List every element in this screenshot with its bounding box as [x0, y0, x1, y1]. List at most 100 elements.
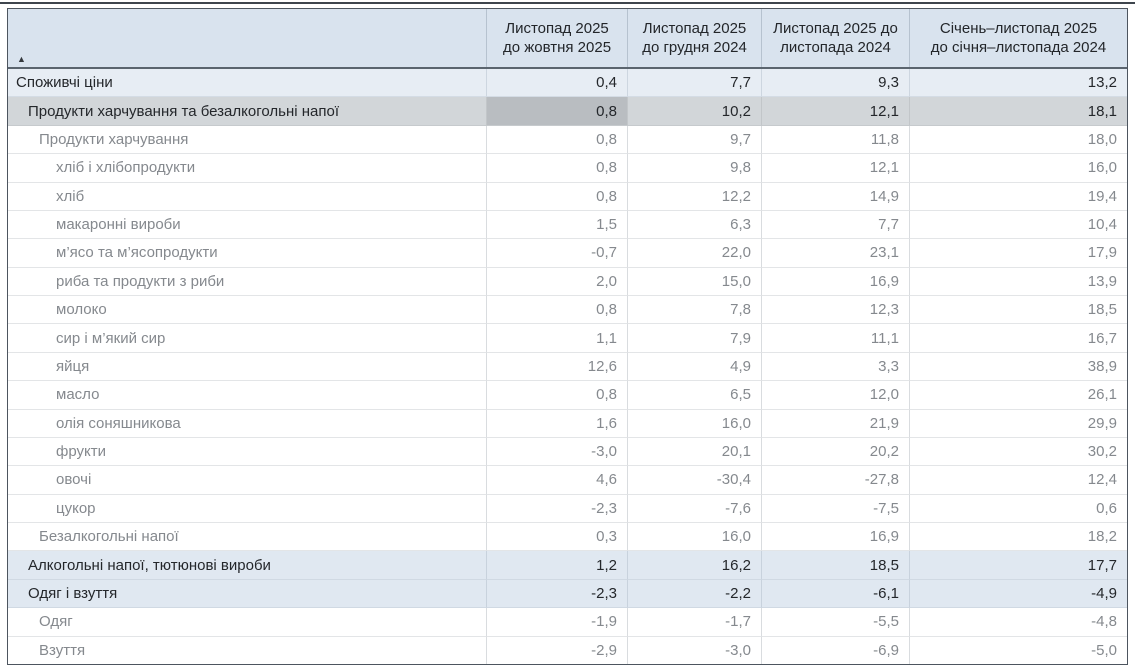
value-cell[interactable]: 10,4 — [910, 210, 1127, 240]
value-cell[interactable]: 7,7 — [762, 210, 910, 240]
value-cell[interactable]: 3,3 — [762, 352, 910, 382]
header-cell-period-to-period[interactable]: Січень–листопад 2025 до січня–листопада … — [910, 9, 1127, 67]
value-cell[interactable]: 26,1 — [910, 381, 1127, 410]
row-label-cell[interactable]: Споживчі ціни — [8, 69, 487, 98]
value-cell[interactable]: 18,5 — [910, 296, 1127, 325]
value-cell[interactable]: -2,3 — [487, 579, 628, 609]
row-label-cell[interactable]: м’ясо та м’ясопродукти — [8, 239, 487, 268]
value-cell[interactable]: 12,6 — [487, 352, 628, 382]
row-label-cell[interactable]: Продукти харчування — [8, 125, 487, 155]
value-cell[interactable]: 0,8 — [487, 125, 628, 155]
value-cell[interactable]: 1,2 — [487, 551, 628, 580]
value-cell[interactable]: 12,4 — [910, 466, 1127, 495]
value-cell[interactable]: -2,3 — [487, 494, 628, 523]
value-cell[interactable]: -1,9 — [487, 608, 628, 637]
row-label-cell[interactable]: риба та продукти з риби — [8, 267, 487, 296]
value-cell[interactable]: -0,7 — [487, 239, 628, 268]
value-cell[interactable]: 9,7 — [628, 125, 762, 155]
row-label-cell[interactable]: фрукти — [8, 437, 487, 467]
row-label-cell[interactable]: Взуття — [8, 636, 487, 664]
value-cell[interactable]: 0,4 — [487, 69, 628, 98]
value-cell[interactable]: 23,1 — [762, 239, 910, 268]
row-label-cell[interactable]: Алкогольні напої, тютюнові вироби — [8, 551, 487, 580]
value-cell[interactable]: 4,6 — [487, 466, 628, 495]
value-cell[interactable]: 18,1 — [910, 97, 1127, 126]
value-cell[interactable]: 18,0 — [910, 125, 1127, 155]
row-label-cell[interactable]: сир і м’який сир — [8, 324, 487, 353]
value-cell[interactable]: 13,9 — [910, 267, 1127, 296]
row-label-cell[interactable]: хліб і хлібопродукти — [8, 154, 487, 183]
value-cell[interactable]: 12,1 — [762, 154, 910, 183]
value-cell[interactable]: 38,9 — [910, 352, 1127, 382]
value-cell[interactable]: 12,3 — [762, 296, 910, 325]
row-label-cell[interactable]: цукор — [8, 494, 487, 523]
row-label-cell[interactable]: масло — [8, 381, 487, 410]
value-cell[interactable]: 17,7 — [910, 551, 1127, 580]
row-label-cell[interactable]: хліб — [8, 182, 487, 211]
value-cell[interactable]: 12,0 — [762, 381, 910, 410]
value-cell[interactable]: 12,2 — [628, 182, 762, 211]
value-cell[interactable]: 0,6 — [910, 494, 1127, 523]
value-cell[interactable]: -7,5 — [762, 494, 910, 523]
row-label-cell[interactable]: Безалкогольні напої — [8, 523, 487, 552]
value-cell[interactable]: 11,1 — [762, 324, 910, 353]
value-cell[interactable]: 16,7 — [910, 324, 1127, 353]
value-cell[interactable]: 29,9 — [910, 409, 1127, 438]
sort-ascending-icon[interactable]: ▲ — [17, 54, 26, 64]
value-cell[interactable]: 14,9 — [762, 182, 910, 211]
value-cell[interactable]: 9,3 — [762, 69, 910, 98]
value-cell[interactable]: 9,8 — [628, 154, 762, 183]
value-cell[interactable]: 11,8 — [762, 125, 910, 155]
row-label-cell[interactable]: молоко — [8, 296, 487, 325]
value-cell[interactable]: 20,1 — [628, 437, 762, 467]
value-cell[interactable]: -2,9 — [487, 636, 628, 664]
value-cell[interactable]: 16,0 — [910, 154, 1127, 183]
value-cell[interactable]: 10,2 — [628, 97, 762, 126]
value-cell[interactable]: -5,0 — [910, 636, 1127, 664]
header-cell-month-to-dec[interactable]: Листопад 2025 до грудня 2024 — [628, 9, 762, 67]
value-cell[interactable]: -4,8 — [910, 608, 1127, 637]
value-cell[interactable]: 7,7 — [628, 69, 762, 98]
value-cell[interactable]: -2,2 — [628, 579, 762, 609]
value-cell[interactable]: 21,9 — [762, 409, 910, 438]
value-cell[interactable]: -3,0 — [487, 437, 628, 467]
value-cell[interactable]: 0,8 — [487, 154, 628, 183]
value-cell[interactable]: -1,7 — [628, 608, 762, 637]
row-label-cell[interactable]: яйця — [8, 352, 487, 382]
value-cell[interactable]: 0,8 — [487, 97, 628, 126]
row-label-cell[interactable]: овочі — [8, 466, 487, 495]
value-cell[interactable]: -7,6 — [628, 494, 762, 523]
value-cell[interactable]: 22,0 — [628, 239, 762, 268]
value-cell[interactable]: 2,0 — [487, 267, 628, 296]
value-cell[interactable]: 1,6 — [487, 409, 628, 438]
value-cell[interactable]: 12,1 — [762, 97, 910, 126]
value-cell[interactable]: 20,2 — [762, 437, 910, 467]
value-cell[interactable]: 13,2 — [910, 69, 1127, 98]
header-cell-indicator[interactable]: ▲ — [8, 9, 487, 67]
value-cell[interactable]: 6,3 — [628, 210, 762, 240]
value-cell[interactable]: 16,0 — [628, 409, 762, 438]
header-cell-month-to-prev-month[interactable]: Листопад 2025 до жовтня 2025 — [487, 9, 628, 67]
value-cell[interactable]: 7,9 — [628, 324, 762, 353]
row-label-cell[interactable]: Одяг — [8, 608, 487, 637]
value-cell[interactable]: 6,5 — [628, 381, 762, 410]
value-cell[interactable]: 30,2 — [910, 437, 1127, 467]
value-cell[interactable]: 16,9 — [762, 267, 910, 296]
value-cell[interactable]: 0,8 — [487, 381, 628, 410]
value-cell[interactable]: 1,1 — [487, 324, 628, 353]
row-label-cell[interactable]: Продукти харчування та безалкогольні нап… — [8, 97, 487, 126]
value-cell[interactable]: -27,8 — [762, 466, 910, 495]
value-cell[interactable]: 19,4 — [910, 182, 1127, 211]
value-cell[interactable]: 0,8 — [487, 296, 628, 325]
value-cell[interactable]: 4,9 — [628, 352, 762, 382]
value-cell[interactable]: 7,8 — [628, 296, 762, 325]
value-cell[interactable]: -30,4 — [628, 466, 762, 495]
value-cell[interactable]: 0,3 — [487, 523, 628, 552]
value-cell[interactable]: 1,5 — [487, 210, 628, 240]
value-cell[interactable]: -5,5 — [762, 608, 910, 637]
value-cell[interactable]: 17,9 — [910, 239, 1127, 268]
value-cell[interactable]: 18,2 — [910, 523, 1127, 552]
value-cell[interactable]: -6,1 — [762, 579, 910, 609]
row-label-cell[interactable]: олія соняшникова — [8, 409, 487, 438]
value-cell[interactable]: 16,2 — [628, 551, 762, 580]
